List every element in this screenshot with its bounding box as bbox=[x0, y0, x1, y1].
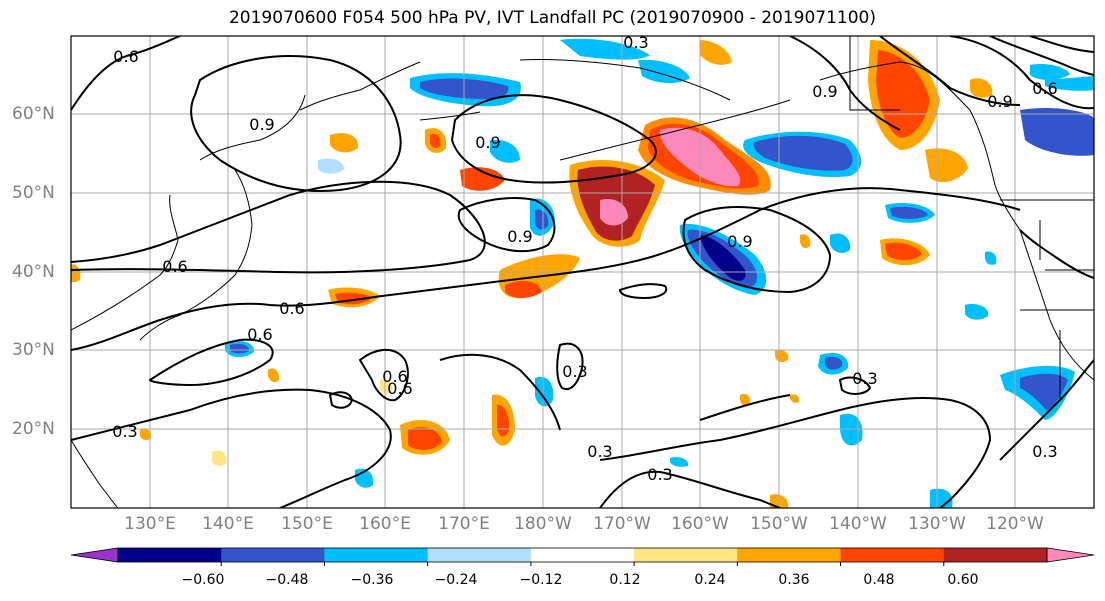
colorbar-extend-max bbox=[1046, 547, 1095, 563]
colorbar-tick-label: 0.36 bbox=[778, 572, 810, 588]
contour-label: 0.6 bbox=[247, 325, 272, 344]
colorbar-swatch bbox=[634, 548, 738, 562]
lon-label-130e: 130°E bbox=[124, 514, 176, 534]
lat-label-40n: 40°N bbox=[12, 262, 55, 282]
lon-label-140e: 140°E bbox=[202, 514, 254, 534]
colorbar-swatch bbox=[427, 548, 532, 562]
colorbar-tick-label: 0.24 bbox=[694, 572, 726, 588]
colorbar-swatch bbox=[737, 548, 842, 562]
lon-label-160w: 160°W bbox=[671, 514, 729, 534]
lon-label-150e: 150°E bbox=[281, 514, 333, 534]
colorbar-tick-label: 0.48 bbox=[863, 572, 895, 588]
colorbar-tick-label: 0.12 bbox=[609, 572, 641, 588]
pv-contours bbox=[71, 36, 1094, 508]
contour-label: 0.3 bbox=[587, 442, 612, 461]
contour-label: 0.9 bbox=[727, 232, 752, 251]
colorbar-tick-label: −0.24 bbox=[434, 572, 478, 588]
lat-label-60n: 60°N bbox=[12, 104, 55, 124]
colorbar-tick-label: −0.48 bbox=[265, 572, 309, 588]
contour-label: 0.6 bbox=[113, 47, 138, 66]
lon-label-140w: 140°W bbox=[829, 514, 887, 534]
map-area: 0.60.90.90.30.60.9 0.90.90.90.60.60.60.60… bbox=[71, 33, 1094, 508]
contour-label: 0.9 bbox=[507, 227, 532, 246]
contour-label: 0.9 bbox=[812, 82, 837, 101]
lon-label-170w: 170°W bbox=[593, 514, 651, 534]
lat-label-30n: 30°N bbox=[12, 340, 55, 360]
colorbar-tick-label: 0.60 bbox=[947, 572, 979, 588]
contour-label: 0.3 bbox=[562, 362, 587, 381]
contour-label: 0.6 bbox=[1032, 79, 1057, 98]
map-title: 2019070600 F054 500 hPa PV, IVT Landfall… bbox=[228, 8, 876, 28]
lon-label-170e: 170°E bbox=[438, 514, 490, 534]
colorbar bbox=[70, 547, 1095, 566]
contour-label: 0.3 bbox=[623, 33, 648, 52]
lon-label-150w: 150°W bbox=[750, 514, 808, 534]
lon-label-160e: 160°E bbox=[359, 514, 411, 534]
map-frame bbox=[70, 35, 1095, 509]
contour-label: 0.6 bbox=[279, 299, 304, 318]
coastlines bbox=[71, 36, 1094, 508]
contour-label: 0.3 bbox=[647, 465, 672, 484]
colorbar-swatch bbox=[118, 548, 222, 562]
contour-label-group: 0.60.90.90.30.60.9 0.90.90.90.60.60.60.60… bbox=[112, 33, 1057, 484]
colorbar-swatch bbox=[324, 548, 429, 562]
contour-label: 0.6 bbox=[162, 257, 187, 276]
anomaly-fill bbox=[71, 38, 1094, 508]
contour-label: 0.9 bbox=[249, 115, 274, 134]
colorbar-tick-label: −0.36 bbox=[350, 572, 394, 588]
contour-label: 0.3 bbox=[852, 369, 877, 388]
contour-label: 0.9 bbox=[987, 92, 1012, 111]
lat-label-20n: 20°N bbox=[12, 419, 55, 439]
colorbar-swatch bbox=[840, 548, 945, 562]
colorbar-swatch bbox=[943, 548, 1048, 562]
colorbar-tick-label: −0.60 bbox=[181, 572, 225, 588]
lon-label-180w: 180°W bbox=[514, 514, 572, 534]
graticule bbox=[71, 36, 1094, 508]
contour-label: 0.9 bbox=[475, 133, 500, 152]
colorbar-swatch bbox=[221, 548, 325, 562]
colorbar-tick-label: −0.12 bbox=[519, 572, 563, 588]
colorbar-swatch bbox=[530, 548, 635, 562]
contour-label: 0.3 bbox=[1032, 442, 1057, 461]
lon-label-120w: 120°W bbox=[986, 514, 1044, 534]
contour-label: 0.6 bbox=[382, 367, 407, 386]
lat-label-50n: 50°N bbox=[12, 183, 55, 203]
lon-label-130w: 130°W bbox=[908, 514, 966, 534]
colorbar-extend-min bbox=[70, 547, 119, 563]
colorbar-frame bbox=[117, 547, 1048, 563]
contour-label: 0.3 bbox=[112, 422, 137, 441]
contour-label: 0.6 bbox=[387, 379, 412, 398]
